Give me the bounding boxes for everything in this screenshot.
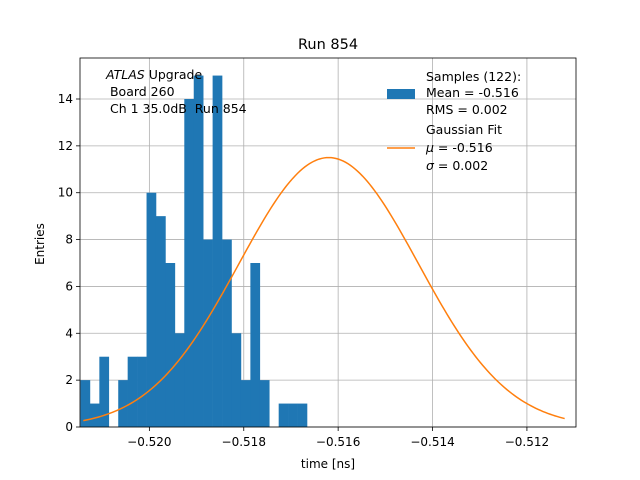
y-tick-label: 8 — [65, 233, 73, 247]
chart-title: Run 854 — [298, 37, 358, 53]
histogram-bar — [89, 403, 100, 427]
histogram-bar — [165, 263, 176, 427]
y-tick-label: 4 — [65, 326, 73, 340]
histogram-bar — [250, 263, 261, 427]
legend-samples-line-3: RMS = 0.002 — [426, 102, 508, 117]
x-tick-label: −0.514 — [410, 435, 454, 449]
histogram-bar — [212, 75, 223, 428]
histogram-bar — [240, 380, 251, 427]
histogram-bar — [137, 356, 147, 427]
annotation-experiment: ATLAS — [105, 67, 145, 82]
legend-mu-value: = -0.516 — [434, 140, 493, 155]
y-tick-label: 0 — [65, 420, 73, 434]
legend-samples-swatch — [387, 89, 415, 99]
y-tick-label: 10 — [58, 186, 73, 200]
histogram-bar — [99, 356, 110, 427]
histogram-bar — [259, 380, 270, 427]
histogram-bar — [146, 192, 157, 427]
y-tick-label: 14 — [58, 92, 73, 106]
gaussian-fit-curve — [83, 156, 565, 422]
histogram-bar — [193, 75, 204, 428]
histogram-bar — [80, 380, 91, 427]
histogram-bar — [155, 216, 166, 427]
axes-frame — [79, 57, 577, 428]
y-tick-label: 2 — [65, 373, 73, 387]
histogram-bar — [184, 99, 195, 427]
annotation-line-1: ATLAS Upgrade — [105, 67, 202, 82]
histogram-bar — [231, 333, 242, 427]
histogram-bar — [127, 356, 138, 427]
histogram-bar — [297, 403, 308, 427]
histogram-bar — [203, 239, 213, 427]
x-axis-label: time [ns] — [301, 457, 355, 471]
histogram-bars — [80, 75, 308, 428]
histogram-bar — [278, 403, 289, 427]
histogram-bar — [118, 380, 128, 427]
histogram-bar — [174, 333, 185, 427]
legend-fit-line-2: μ = -0.516 — [425, 140, 493, 155]
histogram-bar — [222, 239, 232, 427]
legend: Samples (122): Mean = -0.516 RMS = 0.002… — [387, 69, 521, 173]
x-tick-label: −0.516 — [316, 435, 360, 449]
y-tick-label: 6 — [65, 279, 73, 293]
annotation-line-2: Board 260 — [106, 84, 175, 99]
axis-ticks: −0.520 −0.518 −0.516 −0.514 −0.512 0 2 4 6 8 10 12 1… — [58, 92, 549, 449]
x-tick-label: −0.518 — [222, 435, 266, 449]
atlas-annotation: ATLAS Upgrade Board 260 Ch 1 35.0dB Run … — [105, 67, 247, 116]
annotation-experiment-suffix: Upgrade — [145, 67, 203, 82]
legend-samples-line-2: Mean = -0.516 — [426, 85, 519, 100]
legend-samples-line-1: Samples (122): — [426, 69, 521, 84]
x-tick-label: −0.512 — [505, 435, 549, 449]
legend-fit-line-3: σ = 0.002 — [426, 158, 488, 173]
legend-sigma-symbol: σ — [426, 158, 435, 173]
legend-sigma-value: = 0.002 — [434, 158, 488, 173]
histogram-bar — [288, 403, 298, 427]
y-axis-label: Entries — [33, 223, 47, 265]
legend-fit-line-1: Gaussian Fit — [426, 122, 502, 137]
legend-mu-symbol: μ — [425, 140, 434, 155]
x-tick-label: −0.520 — [127, 435, 171, 449]
y-tick-label: 12 — [58, 139, 73, 153]
annotation-line-3: Ch 1 35.0dB Run 854 — [106, 101, 247, 116]
